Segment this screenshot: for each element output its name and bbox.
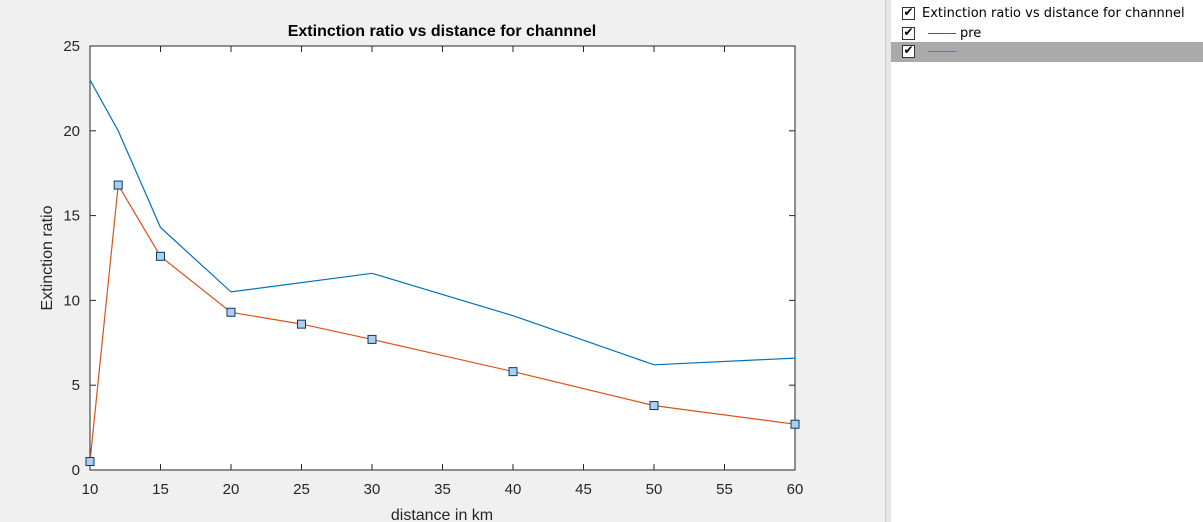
data-point-marker: [790, 419, 800, 429]
series-pre-checkbox[interactable]: ✔: [902, 25, 915, 40]
title-checkbox[interactable]: ✔: [902, 5, 915, 20]
data-point-marker: [508, 367, 518, 377]
series-2-line-swatch: [928, 51, 956, 52]
x-tick-label: 40: [505, 481, 522, 498]
axes-box: [89, 45, 796, 471]
y-tick-label: 15: [63, 208, 80, 225]
x-tick-label: 35: [434, 481, 451, 498]
browser-row-series-pre[interactable]: ✔ pre: [891, 24, 1203, 44]
browser-row-title-label: Extinction ratio vs distance for channne…: [922, 6, 1185, 21]
browser-row-series-2[interactable]: ✔: [891, 42, 1203, 62]
data-point-marker: [297, 319, 306, 329]
data-point-marker: [226, 307, 236, 317]
x-tick-label: 15: [152, 481, 169, 498]
y-axis-label: Extinction ratio: [39, 205, 56, 310]
panel-divider[interactable]: [885, 0, 891, 522]
data-point-marker: [367, 334, 377, 344]
x-tick-label: 30: [364, 481, 381, 498]
chart-title: Extinction ratio vs distance for channne…: [288, 23, 597, 40]
data-point-marker: [156, 251, 165, 261]
x-tick-label: 25: [293, 481, 310, 498]
x-tick-label: 60: [787, 481, 804, 498]
y-tick-label: 0: [72, 462, 80, 479]
y-tick-label: 5: [72, 377, 80, 394]
data-point-marker: [85, 457, 95, 467]
series-pre-line-swatch: [928, 33, 956, 34]
y-tick-label: 25: [63, 38, 80, 55]
x-axis-label: distance in km: [391, 507, 493, 522]
series-line-pre: [89, 79, 796, 366]
data-point-marker: [113, 180, 123, 190]
browser-row-pre-label: pre: [960, 26, 982, 41]
x-tick-label: 20: [223, 481, 240, 498]
y-tick-label: 10: [63, 292, 80, 309]
plot-browser-panel: ✔ Extinction ratio vs distance for chann…: [891, 0, 1203, 522]
x-tick-label: 45: [575, 481, 592, 498]
x-tick-label: 10: [82, 481, 99, 498]
browser-row-title[interactable]: ✔ Extinction ratio vs distance for chann…: [891, 4, 1203, 24]
plot: 10 15 20 25 30 35 40 45 50 55 60 0 5 10 15 20 25 Extinct…: [39, 23, 804, 522]
data-point-marker: [649, 401, 659, 411]
x-tick-label: 55: [716, 481, 733, 498]
y-tick-label: 20: [63, 123, 80, 140]
x-tick-label: 50: [646, 481, 663, 498]
series-2-checkbox[interactable]: ✔: [902, 43, 915, 58]
figure-area: 10 15 20 25 30 35 40 45 50 55 60 0 5 10 15 20 25 Extinct…: [0, 0, 885, 522]
